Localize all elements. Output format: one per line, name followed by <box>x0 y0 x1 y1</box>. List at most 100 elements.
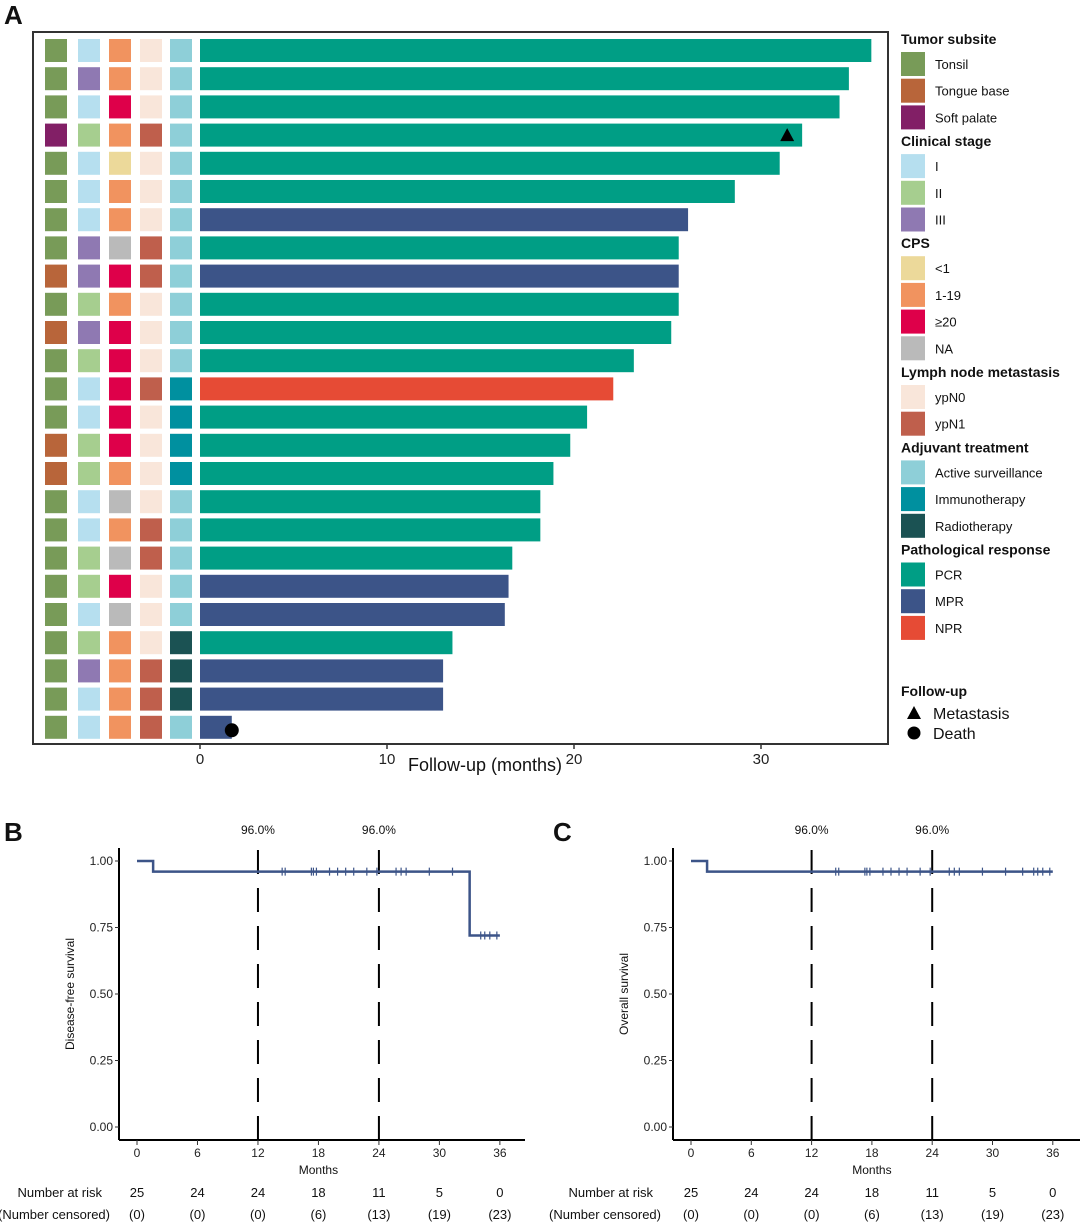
swatch-adjuvant <box>170 349 192 373</box>
legend-label: NA <box>935 341 953 356</box>
legend-label: III <box>935 213 946 228</box>
y-tick-label: 1.00 <box>90 854 114 868</box>
legend-swatch <box>901 309 925 334</box>
x-tick-label: 30 <box>753 751 770 768</box>
legend-title: Tumor subsite <box>901 31 997 47</box>
swatch-ln <box>140 546 162 570</box>
swatch-cps <box>109 377 131 401</box>
swatch-stage <box>78 433 100 457</box>
swatch-ln <box>140 292 162 316</box>
x-tick-label: 18 <box>865 1146 879 1160</box>
legend-swatch <box>901 207 925 232</box>
patient-row <box>45 377 614 401</box>
swatch-stage <box>78 95 100 119</box>
followup-bar <box>200 462 554 485</box>
swatch-subsite <box>45 659 67 683</box>
swatch-stage <box>78 292 100 316</box>
censored-value: (6) <box>864 1207 880 1222</box>
followup-bar <box>200 546 513 570</box>
patient-rows <box>45 39 872 739</box>
swatch-cps <box>109 433 131 457</box>
swatch-cps <box>109 123 131 147</box>
swatch-subsite <box>45 236 67 260</box>
swatch-subsite <box>45 462 67 485</box>
swatch-adjuvant <box>170 574 192 598</box>
legend-swatch <box>901 256 925 281</box>
at-risk-value: 0 <box>1049 1185 1056 1200</box>
legend-label: NPR <box>935 621 962 636</box>
patient-row <box>45 659 444 683</box>
patient-row <box>45 95 840 119</box>
legend-swatch <box>901 52 925 76</box>
followup-bar <box>200 433 571 457</box>
x-tick-label: 36 <box>493 1146 507 1160</box>
at-risk-value: 5 <box>989 1185 996 1200</box>
patient-row <box>45 180 735 203</box>
metastasis-marker <box>780 128 795 142</box>
at-risk-value: 5 <box>436 1185 443 1200</box>
reference-label: 96.0% <box>795 823 829 837</box>
swatch-stage <box>78 715 100 739</box>
censored-value: (23) <box>488 1207 511 1222</box>
y-tick-label: 0.00 <box>644 1120 668 1134</box>
swatch-ln <box>140 208 162 232</box>
swatch-subsite <box>45 264 67 288</box>
swatch-stage <box>78 180 100 203</box>
followup-bar <box>200 236 679 260</box>
patient-row <box>45 123 803 147</box>
y-tick-label: 0.75 <box>644 921 668 935</box>
legend-label: Soft palate <box>935 110 997 125</box>
swatch-adjuvant <box>170 546 192 570</box>
legend-label: ypN0 <box>935 390 965 405</box>
swatch-stage <box>78 208 100 232</box>
swatch-stage <box>78 603 100 626</box>
legend-swatch <box>901 460 925 485</box>
patient-row <box>45 687 444 711</box>
legend-label: ypN1 <box>935 417 965 432</box>
reference-label: 96.0% <box>362 823 396 837</box>
swatch-ln <box>140 349 162 373</box>
swatch-adjuvant <box>170 462 192 485</box>
followup-bar <box>200 123 803 147</box>
swatch-cps <box>109 321 131 344</box>
patient-row <box>45 321 672 344</box>
followup-bar <box>200 631 453 655</box>
swatch-ln <box>140 123 162 147</box>
patient-row <box>45 405 588 429</box>
censored-value: (0) <box>190 1207 206 1222</box>
swatch-cps <box>109 659 131 683</box>
patient-row <box>45 208 689 232</box>
km-plot-dfs: 0.00 0.25 0.50 0.75 1.00 Disease-free surviva… <box>0 823 525 1222</box>
legend-label: ≥20 <box>935 315 957 330</box>
risk-row-label: Number at risk <box>17 1185 102 1200</box>
swatch-subsite <box>45 377 67 401</box>
x-tick-label: 30 <box>433 1146 447 1160</box>
legend-label: MPR <box>935 594 964 609</box>
x-tick-label: 12 <box>805 1146 819 1160</box>
patient-row <box>45 603 505 626</box>
censored-value: (0) <box>804 1207 820 1222</box>
swimmer-plot: 0 10 20 30 Follow-up (months) Tumor subsite… <box>32 31 1060 775</box>
swatch-adjuvant <box>170 321 192 344</box>
legend-label: Tonsil <box>935 57 968 72</box>
legend: Tumor subsite Tonsil Tongue base Soft palat… <box>901 31 1060 743</box>
followup-bar <box>200 377 614 401</box>
swatch-adjuvant <box>170 208 192 232</box>
swatch-stage <box>78 39 100 62</box>
swatch-cps <box>109 236 131 260</box>
legend-title: Pathological response <box>901 542 1051 558</box>
circle-icon <box>907 726 921 740</box>
risk-row-label: (Number censored) <box>0 1207 110 1222</box>
at-risk-value: 18 <box>865 1185 879 1200</box>
swatch-subsite <box>45 490 67 514</box>
x-tick-label: 0 <box>196 751 204 768</box>
x-tick-label: 30 <box>986 1146 1000 1160</box>
followup-bar <box>200 321 672 344</box>
death-marker <box>224 723 239 738</box>
swatch-ln <box>140 377 162 401</box>
patient-row <box>45 264 679 288</box>
y-tick-label: 0.25 <box>90 1054 114 1068</box>
swatch-stage <box>78 123 100 147</box>
risk-row-label: (Number censored) <box>549 1207 661 1222</box>
